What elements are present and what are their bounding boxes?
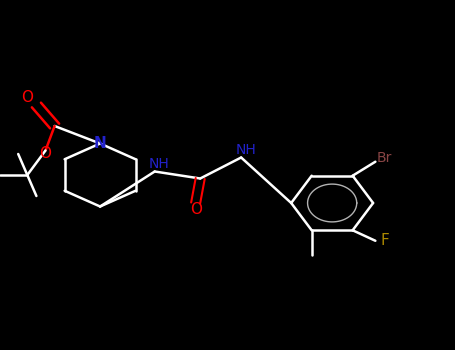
Text: F: F [380,233,389,248]
Text: Br: Br [377,151,392,165]
Text: NH: NH [235,144,256,158]
Text: N: N [94,136,106,151]
Text: O: O [21,91,33,105]
Text: O: O [190,203,202,217]
Text: O: O [40,147,51,161]
Text: NH: NH [149,158,170,172]
